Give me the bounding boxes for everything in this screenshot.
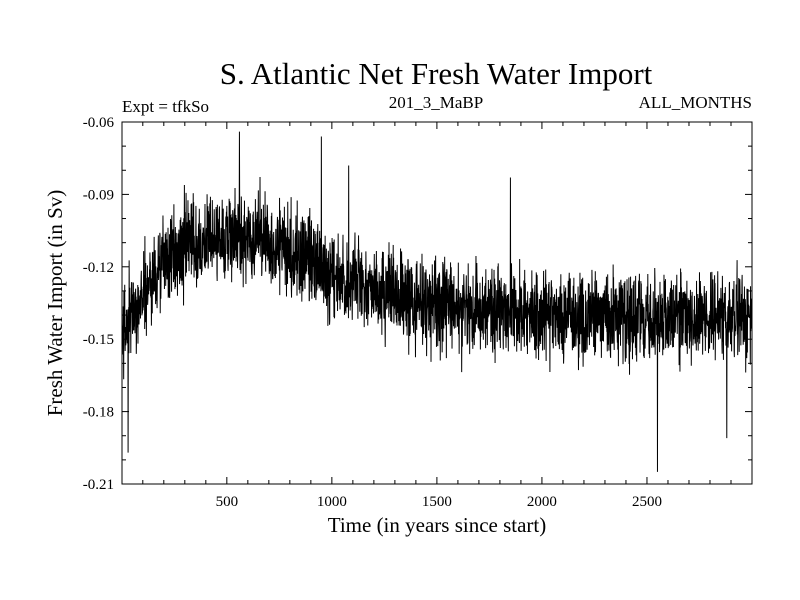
months-label: ALL_MONTHS: [639, 93, 752, 112]
y-tick-label: -0.18: [83, 405, 114, 421]
x-axis-label: Time (in years since start): [328, 513, 547, 537]
experiment-label: Expt = tfkSo: [122, 97, 209, 116]
x-tick-label: 2500: [632, 494, 662, 510]
y-tick-label: -0.06: [83, 115, 115, 131]
x-tick-label: 1000: [317, 494, 347, 510]
chart-title: S. Atlantic Net Fresh Water Import: [220, 56, 653, 91]
y-axis-label: Fresh Water Import (in Sv): [43, 190, 67, 417]
x-tick-label: 2000: [527, 494, 557, 510]
y-tick-label: -0.12: [83, 260, 114, 276]
y-tick-label: -0.09: [83, 187, 114, 203]
y-tick-label: -0.21: [83, 477, 114, 493]
x-axis: 500 1000 1500 2000 2500: [142, 122, 732, 510]
series-line: [121, 131, 753, 472]
x-tick-label: 500: [216, 494, 239, 510]
y-axis: -0.06 -0.09 -0.12 -0.15 -0.18 -0.21: [83, 115, 752, 493]
y-tick-label: -0.15: [83, 332, 114, 348]
x-tick-label: 1500: [422, 494, 452, 510]
plot-area: [121, 131, 753, 472]
run-label: 201_3_MaBP: [389, 93, 483, 112]
